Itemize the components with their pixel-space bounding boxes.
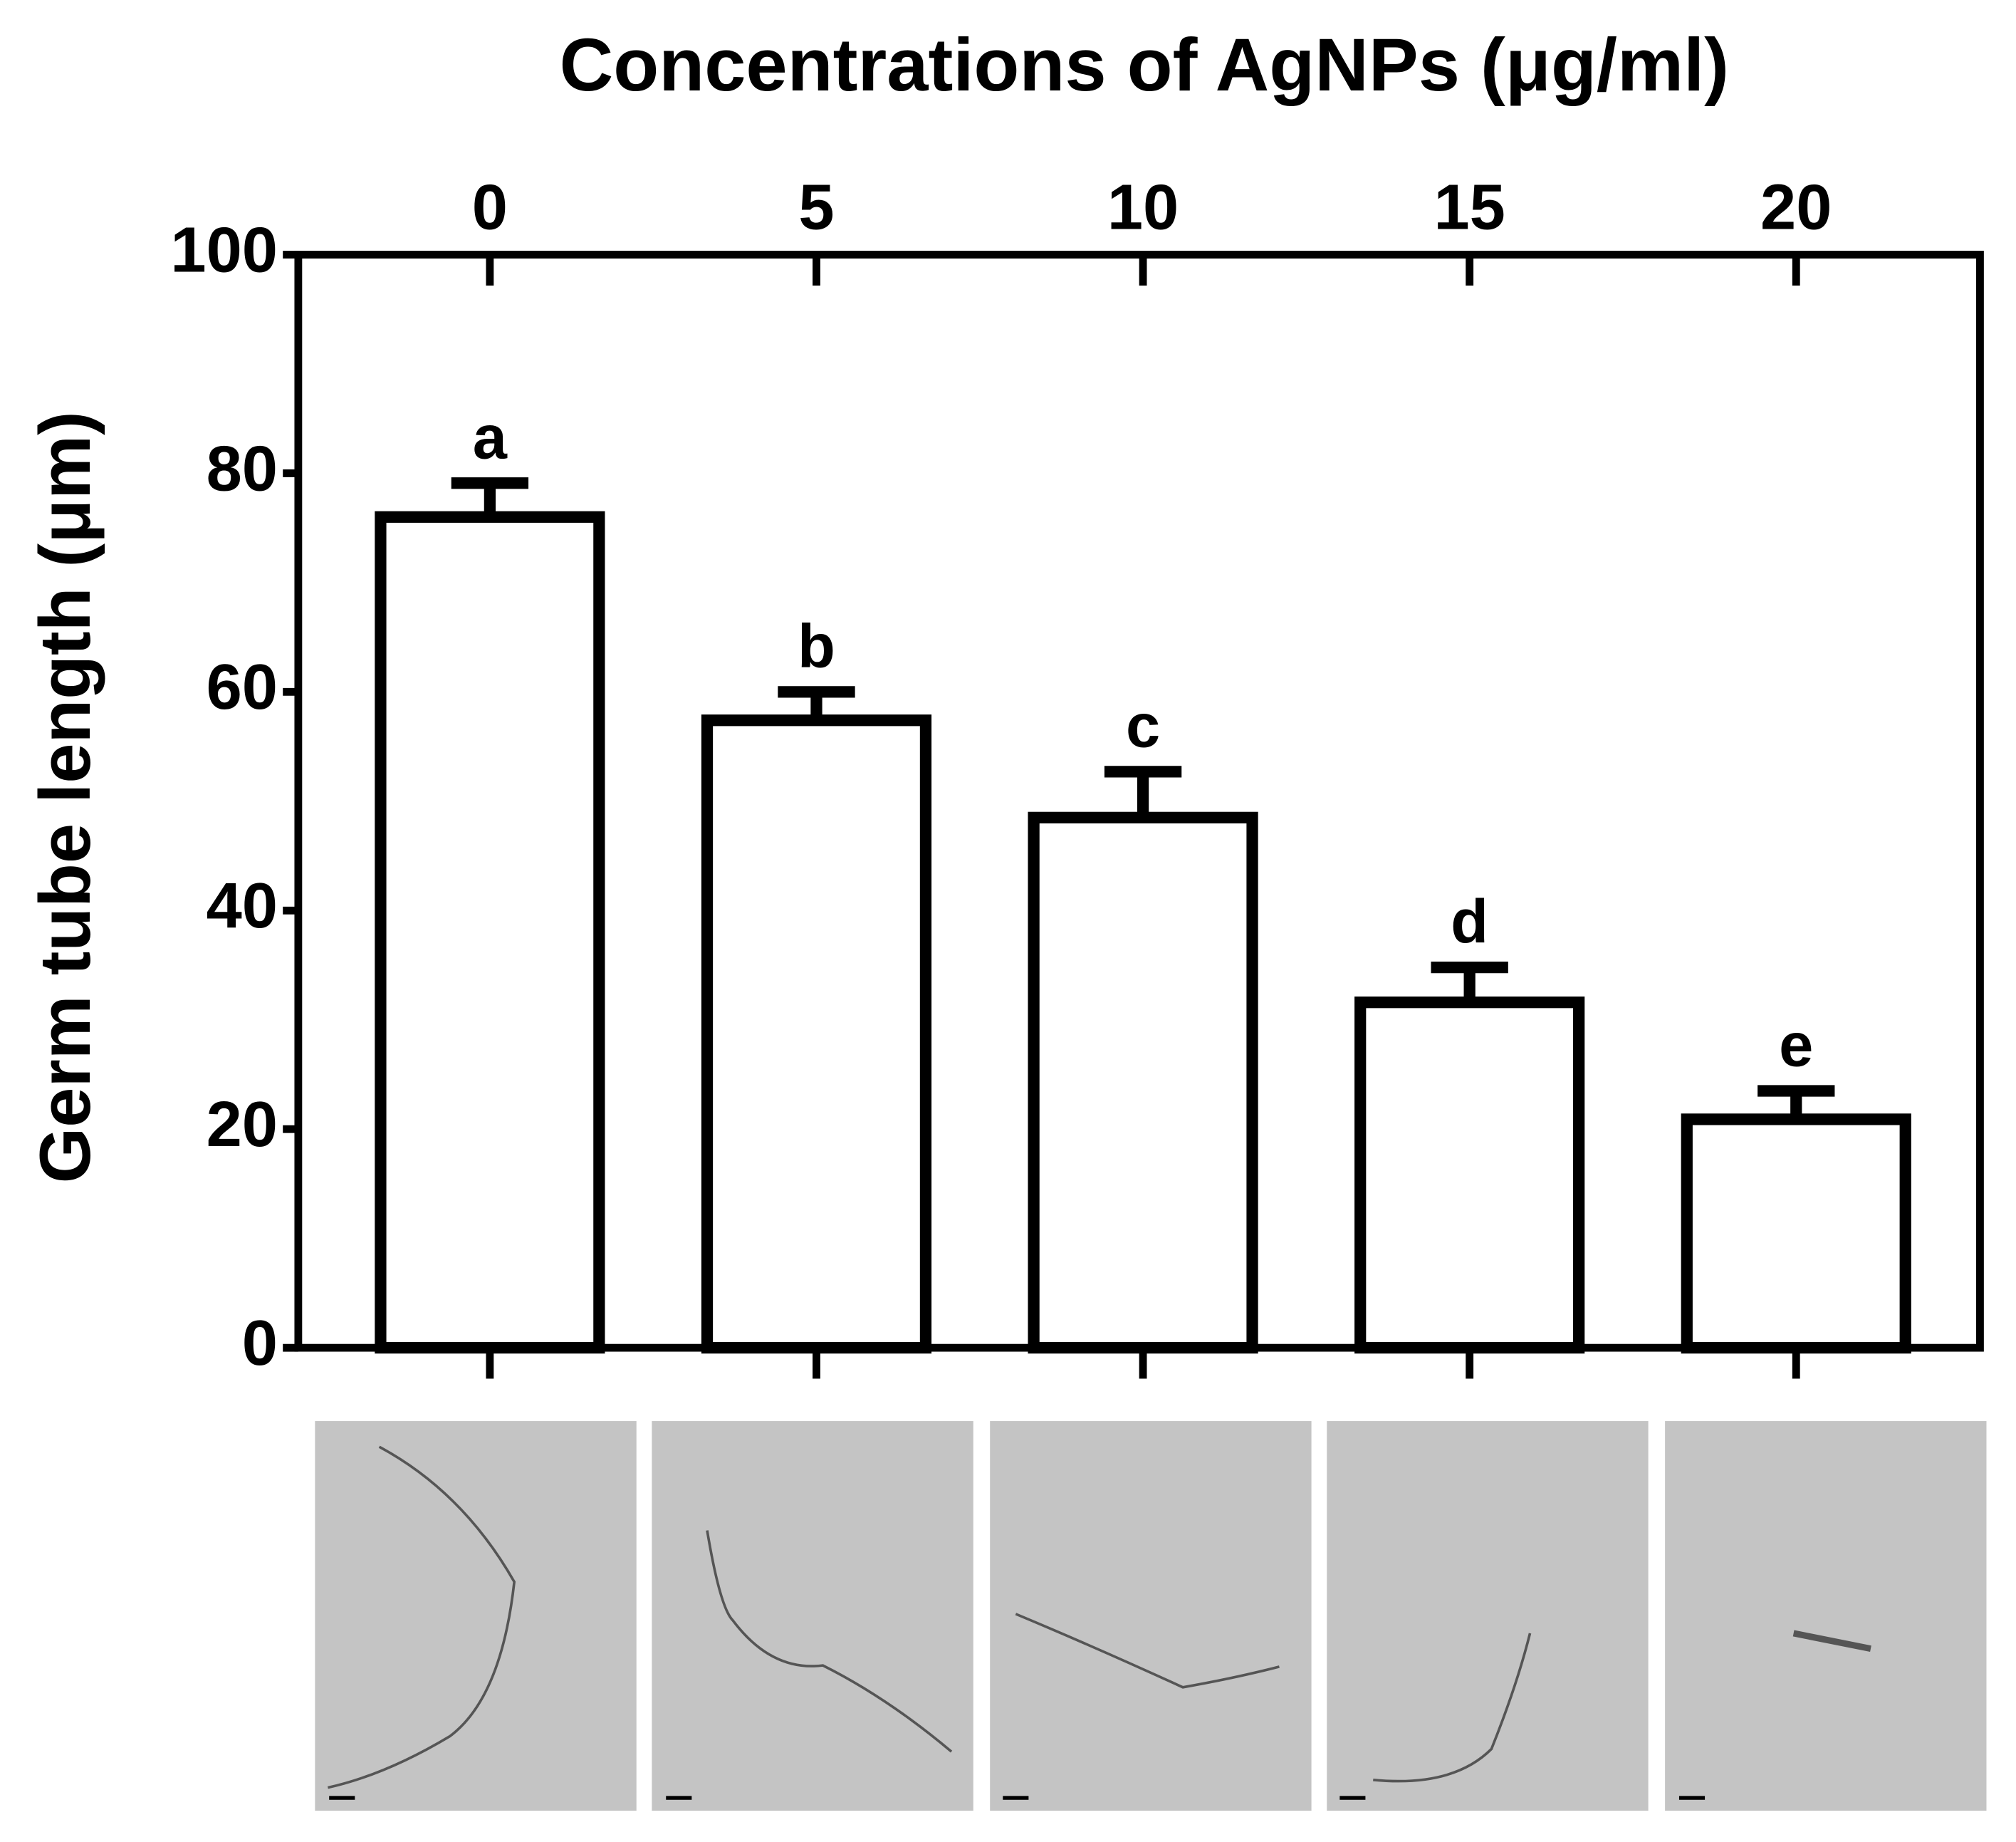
germ-tube [1015, 1613, 1280, 1689]
bar [375, 511, 605, 1354]
x-tick-label: 5 [798, 172, 834, 244]
germ-tube [1373, 1633, 1532, 1783]
x-tick-label: 15 [1433, 172, 1505, 244]
y-tick-label: 100 [170, 214, 278, 286]
germ-tube [1792, 1630, 1871, 1653]
germ-tube [328, 1445, 516, 1789]
micrograph [1665, 1421, 1987, 1811]
y-tick-label: 0 [242, 1307, 278, 1379]
x-axis-title: Concentrations of AgNPs (μg/ml) [560, 24, 1729, 107]
significance-label: d [1451, 888, 1488, 956]
bar [701, 714, 932, 1354]
bar [1354, 997, 1585, 1354]
x-tick-label: 0 [472, 172, 508, 244]
micrograph [652, 1421, 973, 1811]
micrograph [315, 1421, 637, 1811]
micrograph [1327, 1421, 1649, 1811]
significance-label: b [798, 612, 835, 680]
bar [1681, 1113, 1911, 1354]
significance-label: c [1126, 692, 1160, 760]
y-tick-label: 40 [207, 870, 278, 942]
plot-frame [294, 251, 1984, 1352]
y-tick-label: 60 [207, 651, 278, 723]
x-tick-label: 10 [1107, 172, 1179, 244]
significance-label: a [473, 403, 508, 472]
significance-label: e [1779, 1011, 1813, 1080]
germ-tube [706, 1530, 953, 1753]
x-tick-label: 20 [1760, 172, 1832, 244]
y-tick-label: 80 [207, 432, 278, 504]
micrographs [315, 1421, 1987, 1811]
y-axis-title: Germ tube length (μm) [25, 411, 105, 1183]
y-tick-label: 20 [207, 1088, 278, 1160]
bar [1028, 811, 1258, 1354]
micrograph [990, 1421, 1312, 1811]
